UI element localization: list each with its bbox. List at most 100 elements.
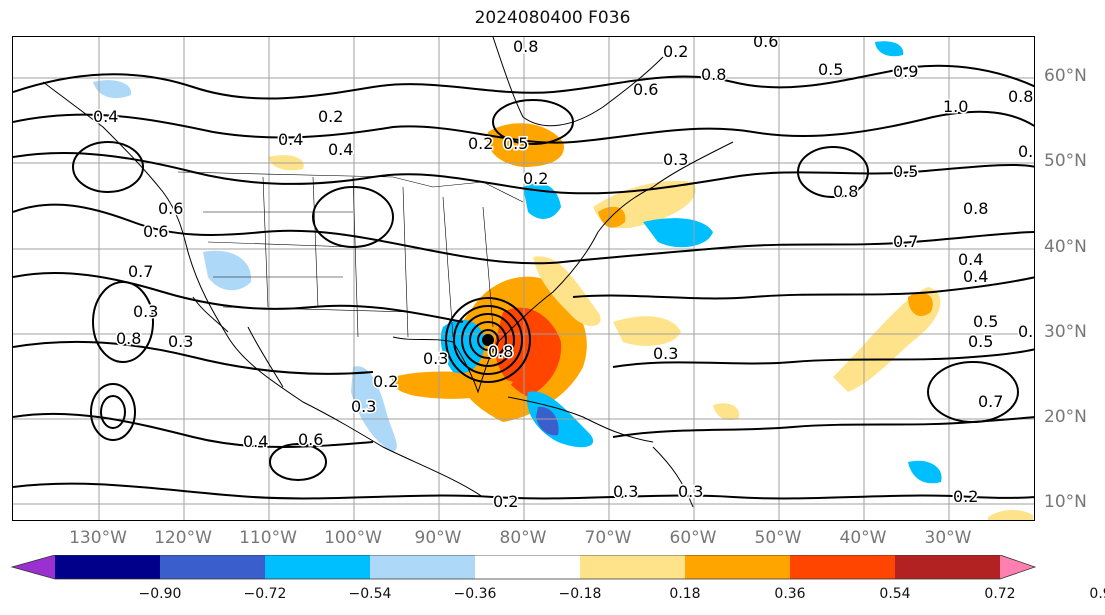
warm-anomaly-east-band <box>533 256 601 327</box>
contour-label: 0.8 <box>513 37 538 56</box>
contour-lines <box>13 64 1034 500</box>
colorbar-segment <box>685 555 791 579</box>
colorbar-segment <box>55 555 161 579</box>
contour-label: 0.7 <box>978 392 1003 411</box>
contour-label: 0.8 <box>963 199 988 218</box>
shaded-regions <box>93 41 1033 520</box>
lon-label-80w: 80°W <box>499 528 547 548</box>
coastlines <box>42 37 734 508</box>
colorbar-tick-label: 0.36 <box>774 586 806 602</box>
contour-label: 1.0 <box>943 97 968 116</box>
colorbar-segment <box>475 555 581 579</box>
contour-label: 0.3 <box>133 302 158 321</box>
lon-label-100w: 100°W <box>324 528 382 548</box>
colorbar-segment <box>580 555 686 579</box>
colorbar-tick-label: 0.18 <box>669 586 701 602</box>
colorbar-extend-high <box>1000 555 1035 579</box>
contour-label: 0.3 <box>663 150 688 169</box>
colorbar-outline <box>10 555 1037 580</box>
map-canvas: 0.8 0.20.60.50.8 0.91.00.80.60.4 0.20.50.4 0… <box>13 37 1035 520</box>
colorbar-segments <box>12 555 1035 579</box>
colorbar-tick-label: −0.90 <box>138 586 182 602</box>
contour-label: 0.5 <box>968 332 993 351</box>
contour-label: 0.2 <box>373 372 398 391</box>
contour-label: 0.2 <box>663 42 688 61</box>
contour-label: 0.4 <box>328 140 353 159</box>
warm-anomaly-sw-corner <box>988 510 1033 520</box>
lat-label-10n: 10°N <box>1044 492 1087 512</box>
contour-label: 0.8 <box>488 342 513 361</box>
colorbar-segment <box>265 555 371 579</box>
contour-label: 0.7 <box>893 232 918 251</box>
contour-label: 0.9 <box>893 62 918 81</box>
contour-label: 0.8 <box>833 182 858 201</box>
lon-label-60w: 60°W <box>669 528 717 548</box>
lon-label-30w: 30°W <box>924 528 972 548</box>
warm-anomaly-newfoundland-core <box>598 206 626 228</box>
lat-label-40n: 40°N <box>1044 237 1087 257</box>
cold-anomaly-rockies <box>203 250 252 291</box>
contour-label: 0.6 <box>633 80 658 99</box>
colorbar-tick-label: 0.54 <box>879 586 911 602</box>
map-panel: 0.8 0.2 0.6 0.5 0.8 0.9 1.0 0.8 0.6 0.4 0.2 0.5 0.4 0… <box>12 36 1035 521</box>
colorbar-segment <box>370 555 476 579</box>
contour-label: 0.3 <box>351 397 376 416</box>
political-borders <box>177 171 524 338</box>
colorbar-tick-label: −0.54 <box>348 586 392 602</box>
contour-label: 0.4 <box>243 432 268 451</box>
lat-label-30n: 30°N <box>1044 322 1087 342</box>
contour-label: 0.5 <box>503 134 528 153</box>
colorbar-tick-label: −0.36 <box>453 586 497 602</box>
warm-anomaly-labrador <box>487 123 564 167</box>
cold-anomaly-tropical-atl <box>908 460 942 484</box>
contour-label: 0.3 <box>678 482 703 501</box>
colorbar-segment <box>895 555 1001 579</box>
contour-label: 0.3 <box>423 349 448 368</box>
lon-label-50w: 50°W <box>754 528 802 548</box>
contour-label: 0.2 <box>468 134 493 153</box>
contour-label: 0.2 <box>953 487 978 506</box>
contour-label: 0.8 <box>116 329 141 348</box>
contour-label: 0.4 <box>93 107 118 126</box>
contour-label: 0.6 <box>158 199 183 218</box>
contour-label: 0.6 <box>1018 142 1035 161</box>
contour-label: 0.8 <box>1008 87 1033 106</box>
contour-label: 0.7 <box>128 262 153 281</box>
contour-labels: 0.8 0.20.60.50.8 0.91.00.80.60.4 0.20.50.4 0… <box>92 37 1035 513</box>
cold-anomaly-maritime <box>643 218 713 248</box>
lon-label-90w: 90°W <box>414 528 462 548</box>
lon-label-110w: 110°W <box>239 528 297 548</box>
contour-label: 0.2 <box>493 492 518 511</box>
contour-label: 0.4 <box>958 250 983 269</box>
lon-label-120w: 120°W <box>154 528 212 548</box>
contour-label: 0.2 <box>523 169 548 188</box>
colorbar-tick-label: 0.90 <box>1089 586 1105 602</box>
map-title: 2024080400 F036 <box>474 8 631 28</box>
lon-label-70w: 70°W <box>584 528 632 548</box>
lon-label-130w: 130°W <box>69 528 127 548</box>
contour-label: 0.3 <box>168 332 193 351</box>
colorbar-tick-label: 0.72 <box>984 586 1016 602</box>
contour-label: 0.2 <box>318 107 343 126</box>
colorbar <box>10 555 1037 580</box>
hurricane-center <box>482 334 494 346</box>
cold-anomaly-cuba-core <box>536 406 559 436</box>
cold-anomaly-mexico <box>351 366 397 452</box>
graticule <box>13 37 1034 520</box>
colorbar-tick-label: −0.72 <box>243 586 287 602</box>
contour-label: 0.6 <box>143 222 168 241</box>
contour-label: 0.4 <box>278 130 303 149</box>
lat-label-60n: 60°N <box>1044 66 1087 86</box>
contour-label: 0.8 <box>701 65 726 84</box>
contour-label: 0.4 <box>963 267 988 286</box>
colorbar-extend-low <box>12 555 55 579</box>
warm-anomaly-east-atlantic <box>833 287 941 392</box>
colorbar-segment <box>160 555 266 579</box>
contour-label: 0.6 <box>1018 322 1035 341</box>
contour-label: 0.6 <box>753 37 778 51</box>
lat-label-50n: 50°N <box>1044 151 1087 171</box>
colorbar-tick-label: −0.18 <box>558 586 602 602</box>
cold-anomaly-ne-atlantic <box>875 41 904 57</box>
cold-anomaly-pacific-nw <box>93 80 132 99</box>
lat-label-20n: 20°N <box>1044 407 1087 427</box>
